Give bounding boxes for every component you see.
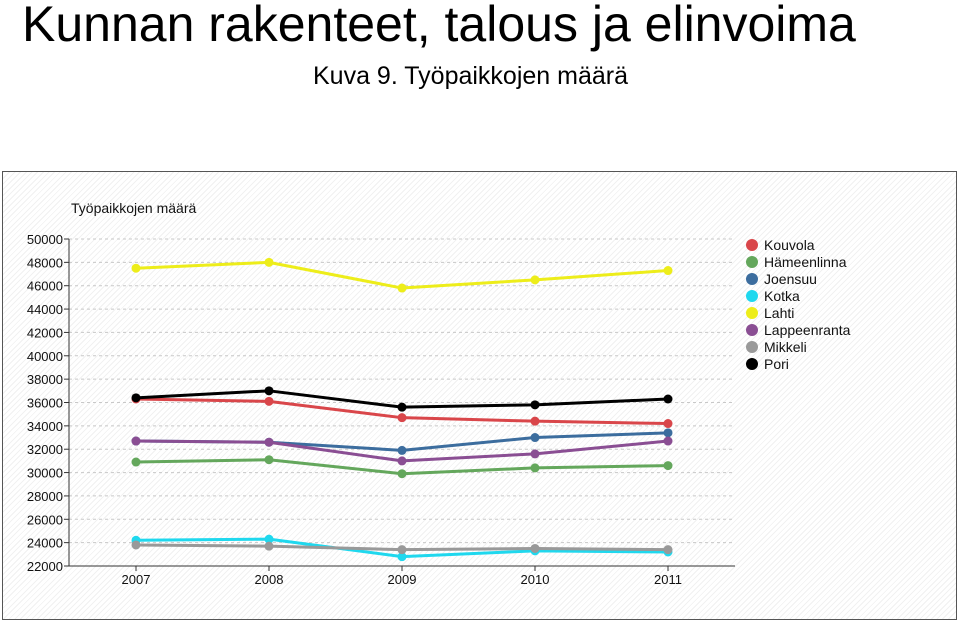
data-point-mikkeli	[264, 541, 274, 551]
data-point-h-meenlinna	[131, 457, 141, 467]
data-point-lahti	[663, 266, 673, 276]
legend-marker-pori	[746, 358, 758, 370]
slide-subtitle: Kuva 9. Työpaikkojen määrä	[313, 62, 629, 90]
y-tick-label: 46000	[27, 279, 63, 294]
data-point-kouvola	[663, 419, 673, 429]
slide-title: Kunnan rakenteet, talous ja elinvoima	[22, 0, 856, 52]
legend-label-kouvola: Kouvola	[764, 237, 815, 253]
legend-label-joensuu: Joensuu	[764, 271, 817, 287]
chart-title: Työpaikkojen määrä	[71, 200, 197, 216]
data-point-kouvola	[397, 413, 407, 423]
legend-marker-h-meenlinna	[746, 256, 758, 268]
data-point-pori	[397, 402, 407, 412]
y-tick-label: 24000	[27, 536, 63, 551]
legend-label-pori: Pori	[764, 356, 789, 372]
data-point-joensuu	[530, 433, 540, 443]
legend-label-h-meenlinna: Hämeenlinna	[764, 254, 847, 270]
y-tick-label: 38000	[27, 372, 63, 387]
legend-label-kotka: Kotka	[764, 288, 800, 304]
legend-marker-kouvola	[746, 239, 758, 251]
data-point-pori	[663, 394, 673, 404]
legend-marker-joensuu	[746, 273, 758, 285]
x-tick-label: 2009	[388, 572, 417, 587]
data-point-mikkeli	[663, 545, 673, 555]
data-point-lappeenranta	[131, 436, 141, 446]
data-point-pori	[131, 393, 141, 403]
x-tick-label: 2010	[521, 572, 550, 587]
data-point-h-meenlinna	[530, 463, 540, 473]
data-point-mikkeli	[530, 543, 540, 553]
data-point-h-meenlinna	[397, 469, 407, 479]
y-tick-label: 26000	[27, 512, 63, 527]
y-tick-label: 34000	[27, 419, 63, 434]
data-point-joensuu	[397, 445, 407, 455]
y-tick-label: 28000	[27, 489, 63, 504]
x-tick-label: 2011	[654, 572, 682, 587]
data-point-lappeenranta	[663, 436, 673, 446]
y-tick-label: 30000	[27, 466, 63, 481]
data-point-kotka	[264, 534, 274, 544]
y-tick-label: 22000	[27, 559, 63, 574]
data-point-mikkeli	[131, 540, 141, 550]
data-point-pori	[530, 400, 540, 410]
chart-frame: Työpaikkojen määrä 22000 24000 26000 28000 3…	[2, 171, 957, 620]
legend-label-lappeenranta: Lappeenranta	[764, 322, 851, 338]
line-chart: Työpaikkojen määrä 22000 24000 26000 28000 3…	[27, 200, 851, 587]
x-tick-label: 2008	[255, 572, 284, 587]
y-tick-label: 48000	[27, 255, 63, 270]
y-tick-label: 36000	[27, 396, 63, 411]
data-point-lahti	[264, 257, 274, 267]
legend-marker-lappeenranta	[746, 324, 758, 336]
legend-label-mikkeli: Mikkeli	[764, 339, 807, 355]
legend: KouvolaHämeenlinnaJoensuuKotkaLahtiLappe…	[746, 237, 851, 372]
y-tick-label: 42000	[27, 325, 63, 340]
data-point-mikkeli	[397, 545, 407, 555]
data-point-lappeenranta	[397, 456, 407, 466]
data-point-lahti	[131, 263, 141, 273]
data-point-kotka	[397, 552, 407, 562]
data-point-pori	[264, 386, 274, 396]
data-point-kouvola	[530, 416, 540, 426]
axes: 22000 24000 26000 28000 30000 32000 34000 36000…	[27, 232, 735, 587]
legend-label-lahti: Lahti	[764, 305, 794, 321]
legend-marker-mikkeli	[746, 341, 758, 353]
y-tick-label: 50000	[27, 232, 63, 247]
x-tick-label: 2007	[122, 572, 151, 587]
y-tick-label: 40000	[27, 349, 63, 364]
data-point-lappeenranta	[264, 437, 274, 447]
series-lines	[131, 257, 673, 562]
data-point-lappeenranta	[530, 449, 540, 459]
legend-marker-kotka	[746, 290, 758, 302]
data-point-h-meenlinna	[264, 455, 274, 465]
legend-marker-lahti	[746, 307, 758, 319]
y-tick-label: 32000	[27, 442, 63, 457]
data-point-lahti	[530, 275, 540, 285]
data-point-lahti	[397, 283, 407, 293]
y-tick-label: 44000	[27, 302, 63, 317]
data-point-kouvola	[264, 396, 274, 406]
data-point-h-meenlinna	[663, 461, 673, 471]
data-point-joensuu	[663, 428, 673, 438]
